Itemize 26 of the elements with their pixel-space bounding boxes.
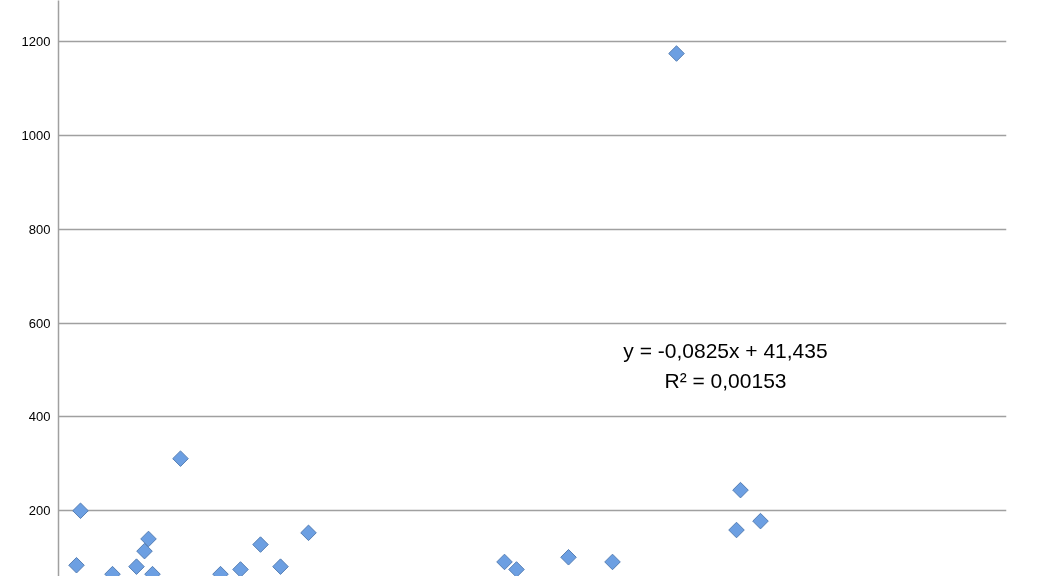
y-tick-label: 400 <box>28 409 51 425</box>
point <box>560 548 577 566</box>
y-tick-label: 1200 <box>21 33 51 49</box>
annotation: R² = 0,00153 <box>664 369 787 392</box>
point <box>232 561 249 576</box>
point <box>508 561 525 576</box>
point <box>272 558 289 575</box>
point <box>172 450 189 467</box>
point <box>136 542 153 560</box>
point <box>732 481 749 499</box>
point <box>300 524 317 542</box>
y-tick-label: 1000 <box>21 127 51 143</box>
y-tick-label: 600 <box>28 315 51 331</box>
point <box>252 536 269 553</box>
point <box>140 530 157 548</box>
y-tick-label: 800 <box>28 221 51 237</box>
point <box>128 558 145 575</box>
point <box>752 512 769 530</box>
point <box>68 556 85 574</box>
y-tick-label: 200 <box>28 503 51 519</box>
point <box>604 553 621 571</box>
point <box>72 502 89 520</box>
point <box>668 45 685 62</box>
point <box>728 521 745 539</box>
point <box>496 553 513 571</box>
annotation: y = -0,0825x + 41,435 <box>623 339 828 362</box>
